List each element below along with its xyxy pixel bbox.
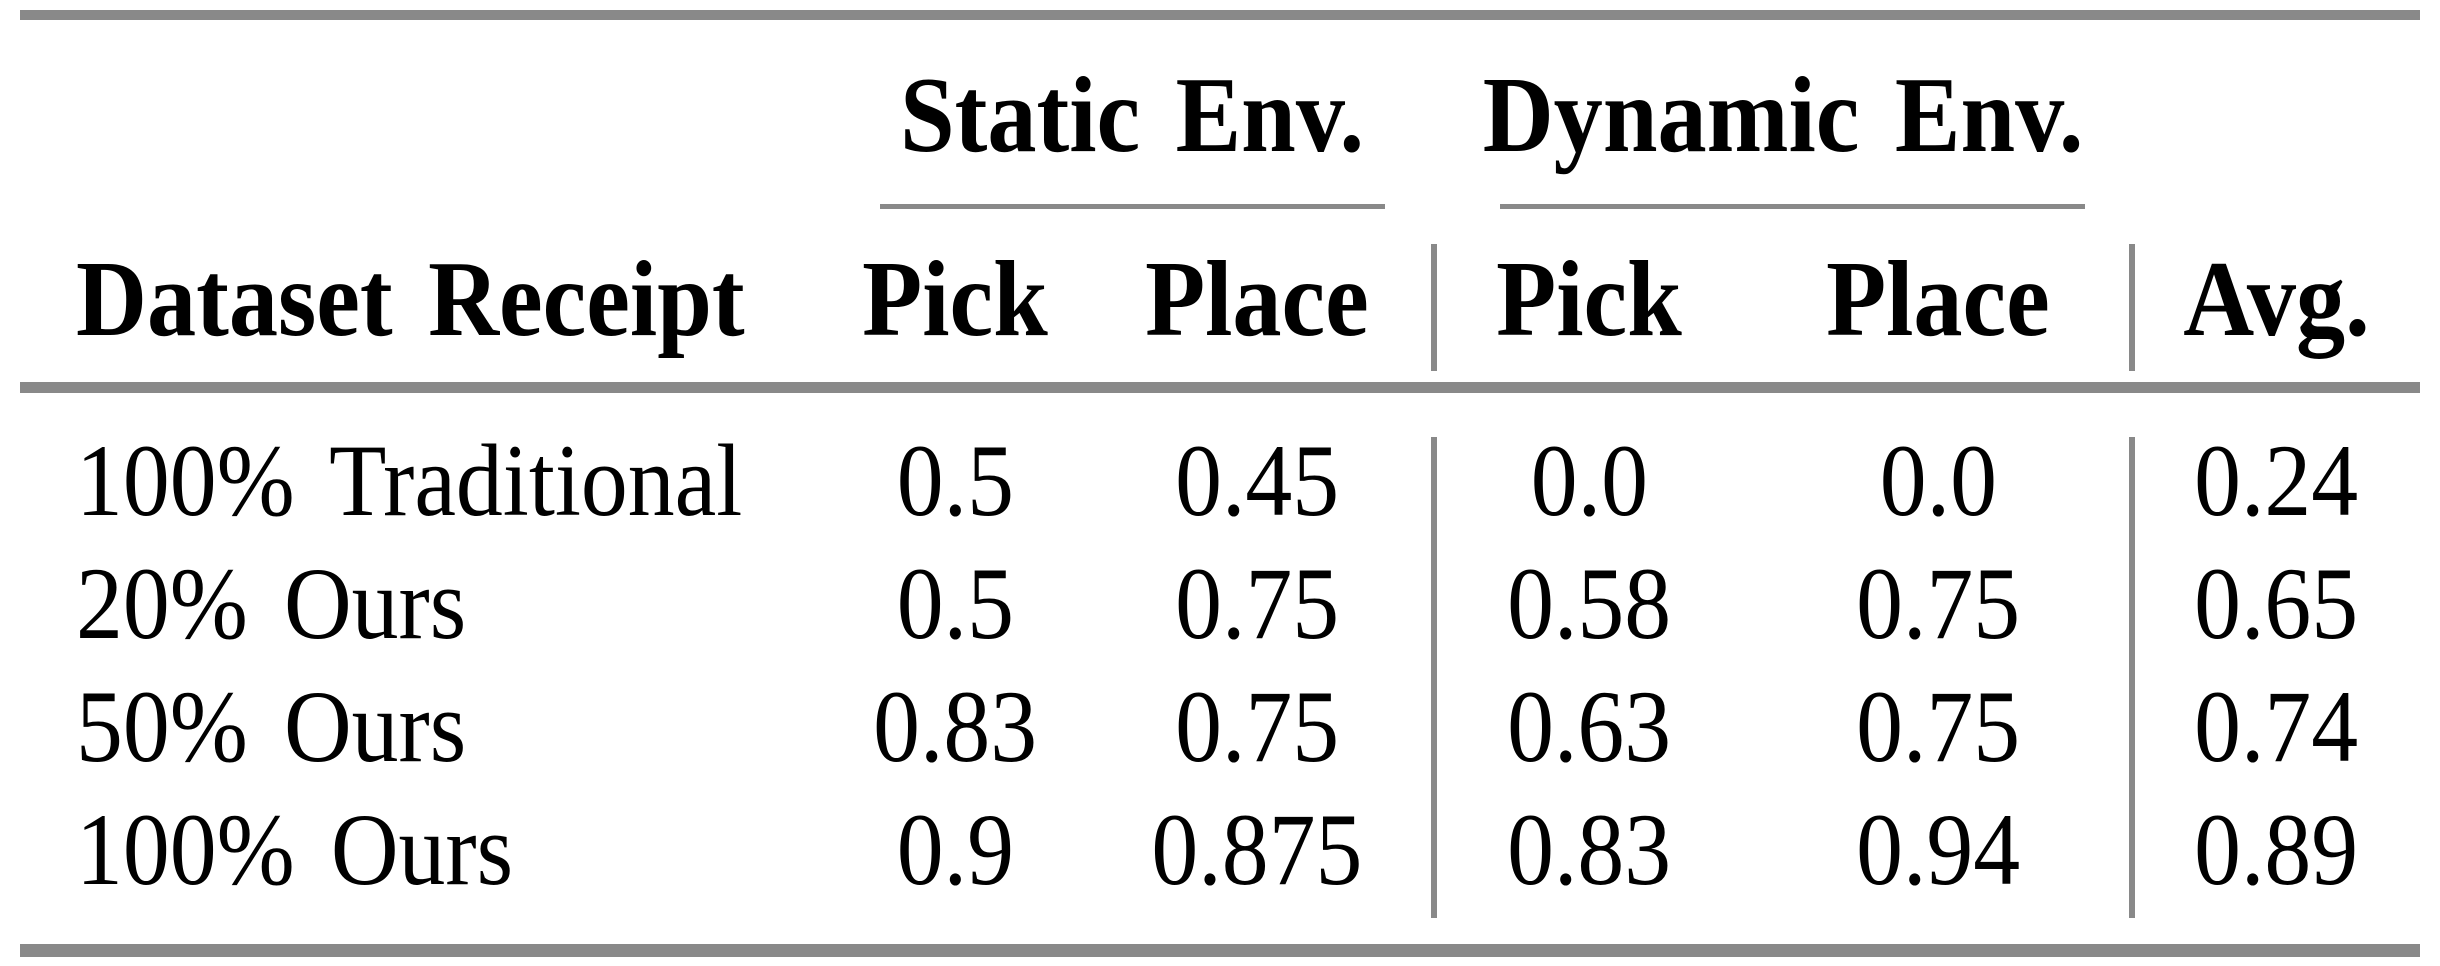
cell-static-pick: 0.5 bbox=[896, 424, 1014, 538]
column-header-dataset-receipt: Dataset Receipt bbox=[76, 240, 745, 359]
cell-static-place: 0.45 bbox=[1174, 424, 1340, 538]
vertical-rule-static-dynamic-header bbox=[1431, 244, 1437, 371]
table-top-rule bbox=[20, 10, 2420, 20]
table-bottom-rule bbox=[20, 944, 2420, 957]
group-header-row: Static Env. Dynamic Env. bbox=[20, 0, 2420, 170]
cell-static-place: 0.75 bbox=[1174, 670, 1340, 784]
vertical-rule-static-dynamic-body bbox=[1431, 437, 1437, 918]
cell-avg: 0.24 bbox=[2193, 424, 2359, 538]
cell-static-place: 0.875 bbox=[1151, 793, 1363, 907]
cell-dynamic-place: 0.75 bbox=[1855, 670, 2021, 784]
row-label: 100% Ours bbox=[76, 793, 514, 907]
column-header-static-pick: Pick bbox=[862, 240, 1048, 359]
cell-static-pick: 0.9 bbox=[896, 793, 1014, 907]
cmidrule-static-env bbox=[880, 204, 1385, 209]
cell-dynamic-pick: 0.58 bbox=[1506, 547, 1672, 661]
cell-static-pick: 0.5 bbox=[896, 547, 1014, 661]
vertical-rule-dynamic-avg-body bbox=[2129, 437, 2135, 918]
vertical-rule-dynamic-avg-header bbox=[2129, 244, 2135, 371]
cell-avg: 0.65 bbox=[2193, 547, 2359, 661]
row-label: 100% Traditional bbox=[76, 424, 743, 538]
cell-dynamic-pick: 0.63 bbox=[1506, 670, 1672, 784]
row-label: 20% Ours bbox=[76, 547, 467, 661]
column-header-dynamic-place: Place bbox=[1826, 240, 2050, 359]
group-header-dynamic-env-label: Dynamic Env. bbox=[1482, 56, 2084, 175]
group-header-dynamic-env: Dynamic Env. bbox=[1434, 0, 2132, 170]
row-label: 50% Ours bbox=[76, 670, 467, 784]
cell-avg: 0.89 bbox=[2193, 793, 2359, 907]
cell-dynamic-place: 0.94 bbox=[1855, 793, 2021, 907]
cell-avg: 0.74 bbox=[2193, 670, 2359, 784]
cell-static-pick: 0.83 bbox=[872, 670, 1038, 784]
cell-dynamic-pick: 0.0 bbox=[1530, 424, 1648, 538]
cell-dynamic-pick: 0.83 bbox=[1506, 793, 1672, 907]
table-body: 100% Traditional 0.5 0.45 0.0 0.0 0.24 2… bbox=[20, 393, 2420, 944]
cell-dynamic-place: 0.75 bbox=[1855, 547, 2021, 661]
group-header-static-env: Static Env. bbox=[830, 0, 1434, 170]
table-mid-rule bbox=[20, 382, 2420, 393]
column-header-avg: Avg. bbox=[2182, 240, 2370, 359]
cell-dynamic-place: 0.0 bbox=[1879, 424, 1997, 538]
column-header-row: Dataset Receipt Pick Place Pick Place Av… bbox=[20, 170, 2420, 382]
cmidrule-dynamic-env bbox=[1500, 204, 2085, 209]
cell-static-place: 0.75 bbox=[1174, 547, 1340, 661]
column-header-static-place: Place bbox=[1145, 240, 1369, 359]
group-header-static-env-label: Static Env. bbox=[899, 56, 1365, 175]
column-header-dynamic-pick: Pick bbox=[1496, 240, 1682, 359]
